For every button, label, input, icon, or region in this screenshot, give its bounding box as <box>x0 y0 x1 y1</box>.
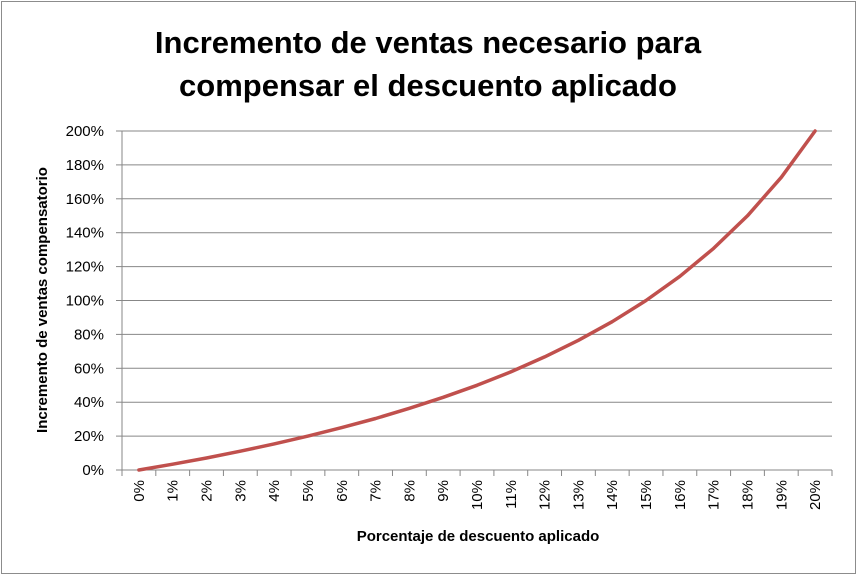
y-tick-label: 120% <box>66 259 104 276</box>
x-tick-label: 8% <box>401 480 418 502</box>
x-axis-title: Porcentaje de descuento aplicado <box>357 528 600 545</box>
x-tick-label: 5% <box>300 480 317 502</box>
x-tick-label: 3% <box>232 480 249 502</box>
grid-lines <box>122 130 832 437</box>
y-tick-label: 80% <box>74 326 104 343</box>
data-point <box>475 384 479 387</box>
chart-title-line-1: Incremento de ventas necesario para <box>155 25 702 60</box>
data-point <box>678 275 682 278</box>
data-point <box>712 247 715 250</box>
data-point <box>171 463 174 466</box>
y-tick-label: 0% <box>82 462 104 479</box>
x-tick-label: 0% <box>131 480 148 502</box>
x-tick-label: 10% <box>469 480 486 510</box>
data-point <box>340 426 343 429</box>
series-layer <box>137 129 817 472</box>
x-tick-label: 17% <box>706 480 723 510</box>
chart-title-line-2: compensar el descuento aplicado <box>179 68 677 103</box>
x-tick-label: 16% <box>672 480 689 510</box>
y-tick-label: 40% <box>74 394 104 411</box>
y-tick-label: 60% <box>74 360 104 377</box>
data-point <box>374 417 377 420</box>
x-tick-label: 2% <box>199 480 216 502</box>
data-point <box>408 407 411 410</box>
y-tick-label: 100% <box>66 293 104 310</box>
x-tick-label: 18% <box>739 480 756 510</box>
data-point <box>813 129 817 133</box>
data-point <box>509 370 513 374</box>
x-tick-label: 11% <box>503 480 520 509</box>
data-point <box>272 442 276 446</box>
data-point <box>746 214 749 217</box>
y-axis-title: Incremento de ventas compensatorio <box>34 167 51 433</box>
y-tick-labels: 0% 20% 40% 60% 80% 100% 120% 140% 160% 180% 200% <box>66 123 104 479</box>
x-tick-label: 13% <box>570 480 587 510</box>
y-tick-label: 200% <box>66 123 104 140</box>
data-point <box>543 355 546 359</box>
data-point <box>780 176 783 179</box>
y-tick-label: 180% <box>66 157 104 174</box>
data-point <box>644 299 648 302</box>
x-tick-label: 9% <box>435 480 452 502</box>
x-tick-label: 15% <box>638 480 655 510</box>
data-point <box>137 468 141 472</box>
y-tick-label: 160% <box>66 191 104 208</box>
x-tick-label: 4% <box>266 480 283 502</box>
x-tick-labels: 0% 1% 2% 3% 4% 5% 6% 7% 8% 9% 10% 11% 12% 13% 14% 15% 16… <box>131 480 824 510</box>
y-tick-label: 20% <box>74 428 104 445</box>
data-point <box>611 320 614 323</box>
axes <box>116 130 833 476</box>
data-point <box>239 449 242 453</box>
x-tick-label: 20% <box>807 480 824 510</box>
x-tick-label: 6% <box>334 480 351 502</box>
x-tick-label: 7% <box>368 480 385 502</box>
x-tick-label: 14% <box>604 480 621 510</box>
data-point <box>441 396 445 399</box>
data-point <box>306 434 310 438</box>
x-tick-label: 1% <box>165 480 182 502</box>
data-point <box>205 456 208 460</box>
data-point <box>577 339 580 342</box>
y-tick-label: 140% <box>66 225 104 242</box>
x-tick-label: 12% <box>537 480 554 510</box>
x-tick-label: 19% <box>773 480 790 510</box>
